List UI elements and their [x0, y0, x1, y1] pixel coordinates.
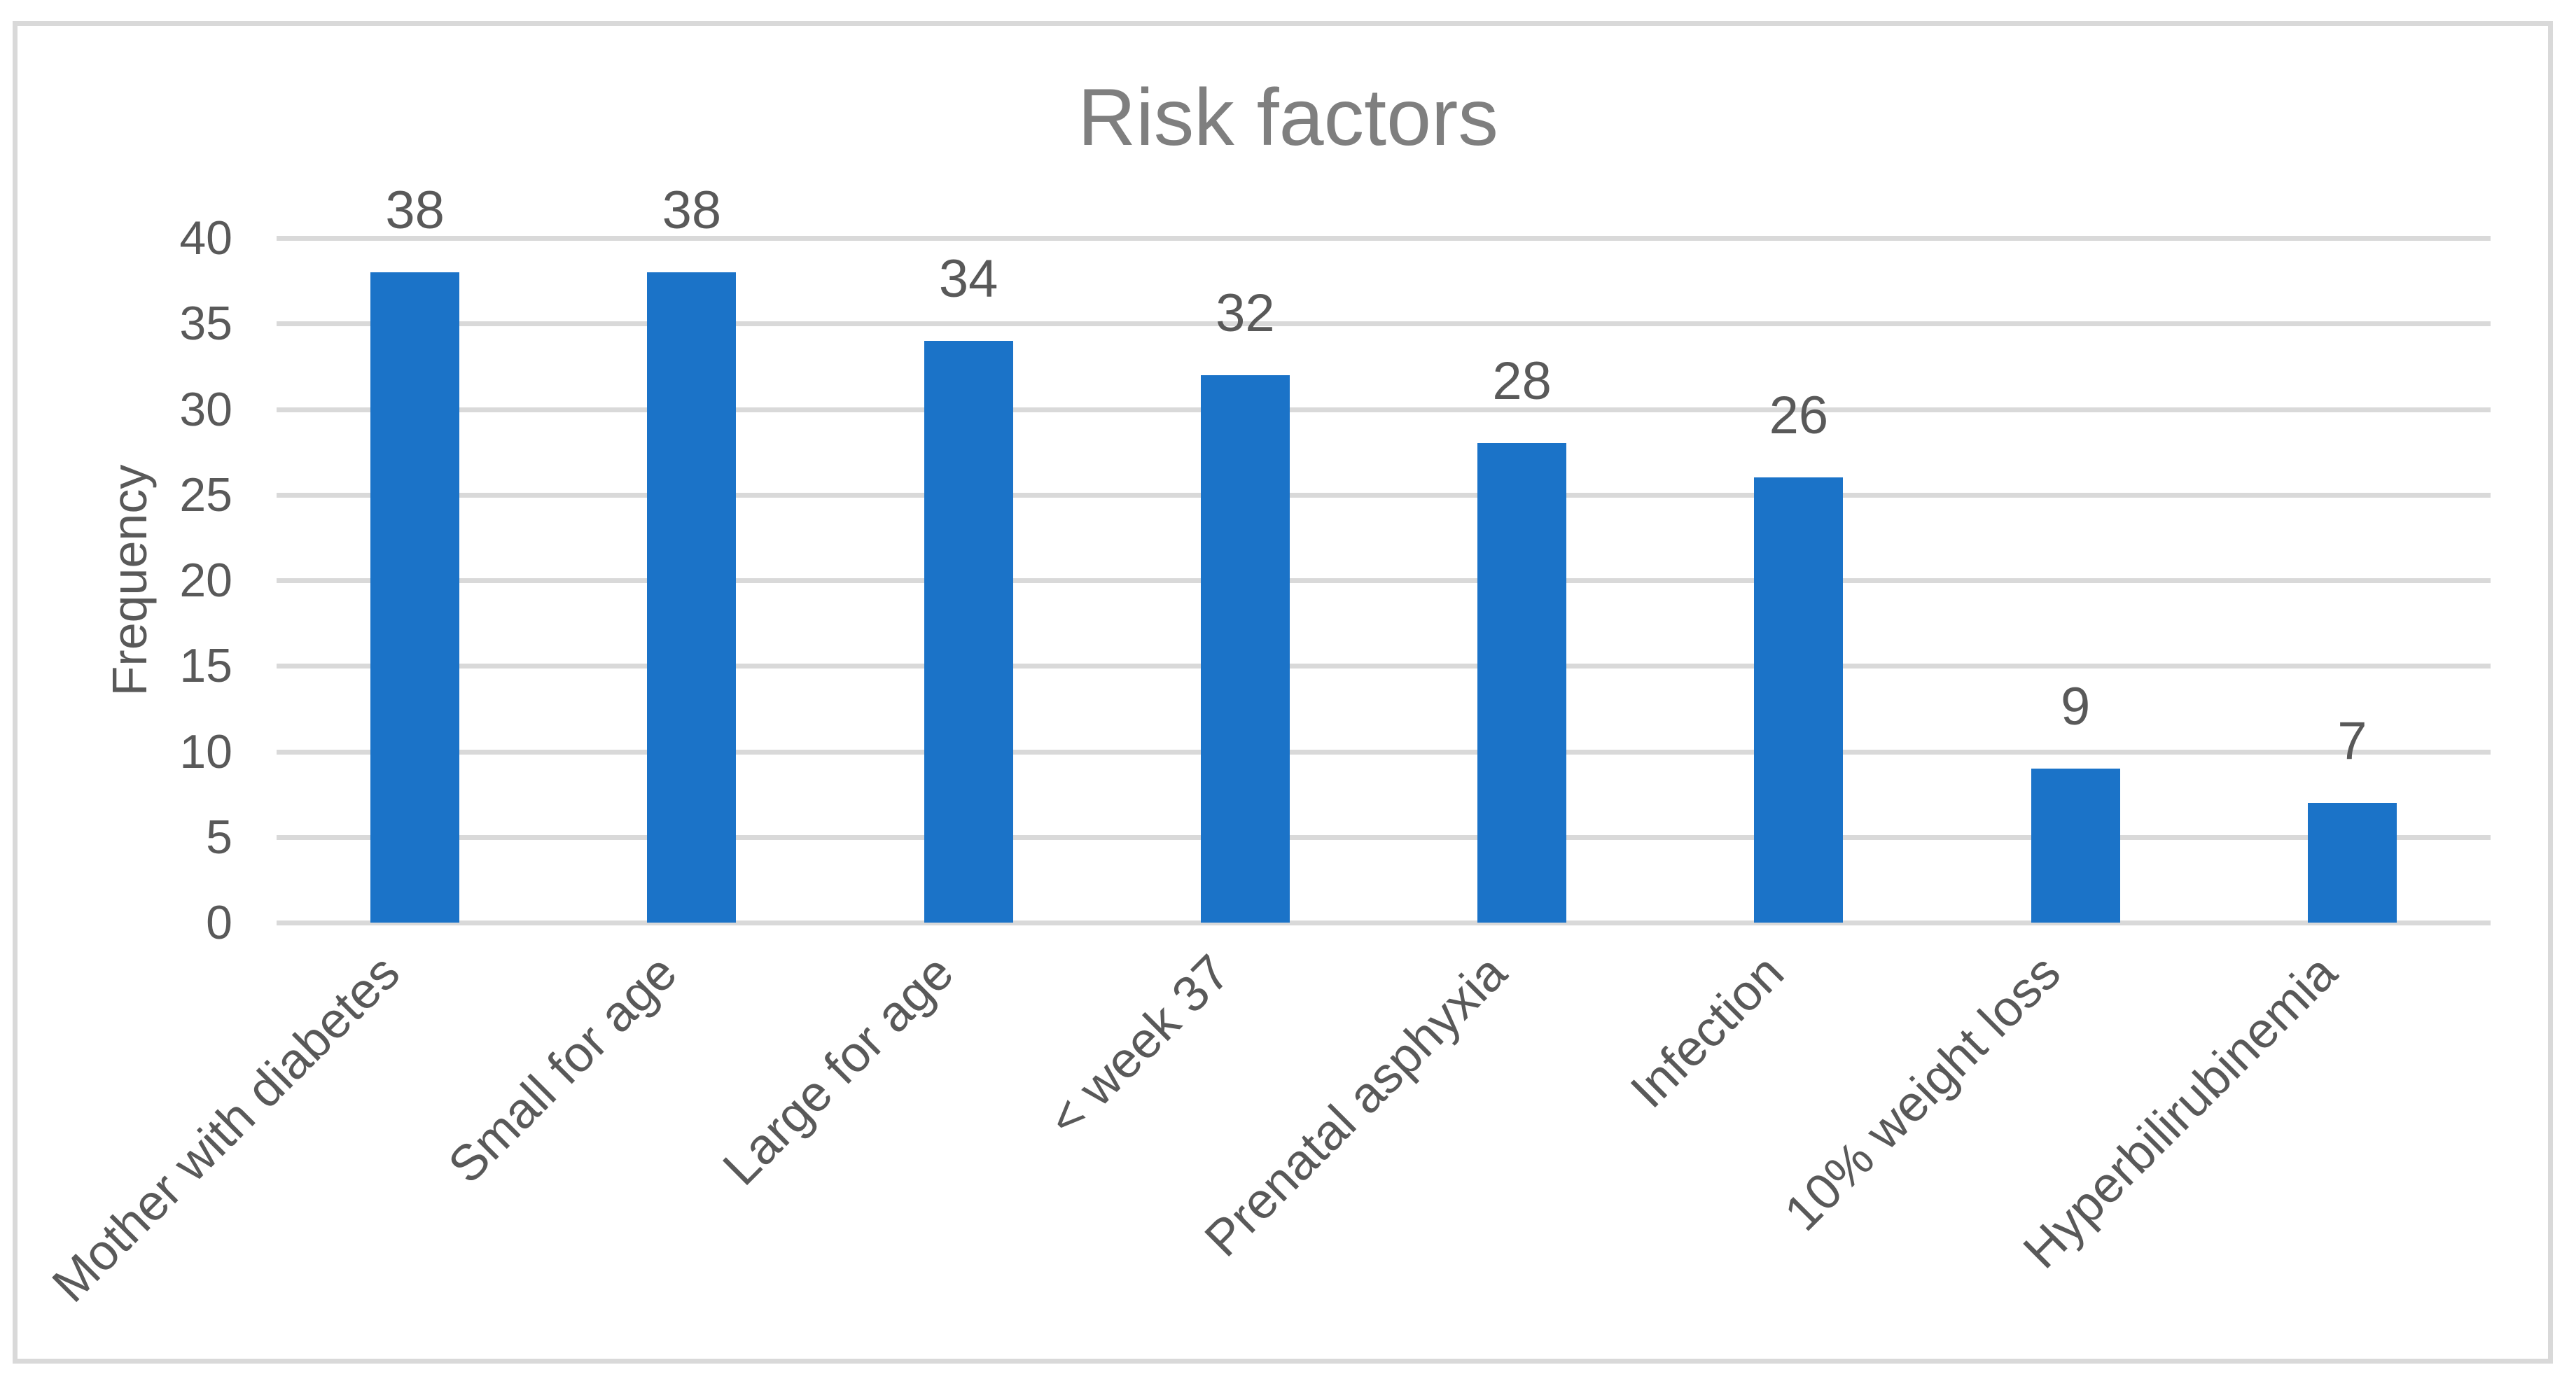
data-label: 38: [662, 180, 722, 240]
y-tick-label: 30: [179, 382, 232, 436]
y-tick-label: 35: [179, 297, 232, 351]
bar: [2307, 802, 2397, 923]
y-tick-label: 20: [179, 554, 232, 607]
data-label: 38: [385, 180, 445, 240]
y-tick-label: 15: [179, 639, 232, 693]
gridline: [277, 492, 2491, 498]
bar: [1477, 443, 1567, 923]
y-tick-label: 0: [206, 896, 232, 949]
gridline: [277, 407, 2491, 412]
bar: [924, 340, 1013, 923]
gridline: [277, 834, 2491, 840]
data-label: 32: [1216, 283, 1275, 343]
gridline: [277, 321, 2491, 327]
bar: [647, 272, 737, 923]
gridline: [277, 236, 2491, 241]
data-label: 7: [2337, 710, 2367, 771]
gridline: [277, 749, 2491, 755]
gridline: [277, 664, 2491, 669]
bar: [2031, 768, 2120, 923]
gridline: [277, 578, 2491, 583]
data-label: 34: [938, 248, 998, 309]
data-label: 26: [1769, 386, 1829, 446]
y-tick-label: 40: [179, 211, 232, 265]
bar: [1200, 374, 1290, 923]
bar: [370, 272, 460, 923]
y-tick-label: 25: [179, 468, 232, 522]
bar: [1754, 477, 1844, 923]
y-tick-label: 10: [179, 724, 232, 778]
chart-title: Risk factors: [1078, 73, 1498, 162]
data-label: 9: [2060, 676, 2091, 736]
x-axis-line: [277, 920, 2491, 925]
data-label: 28: [1492, 351, 1552, 412]
y-tick-label: 5: [206, 810, 232, 864]
